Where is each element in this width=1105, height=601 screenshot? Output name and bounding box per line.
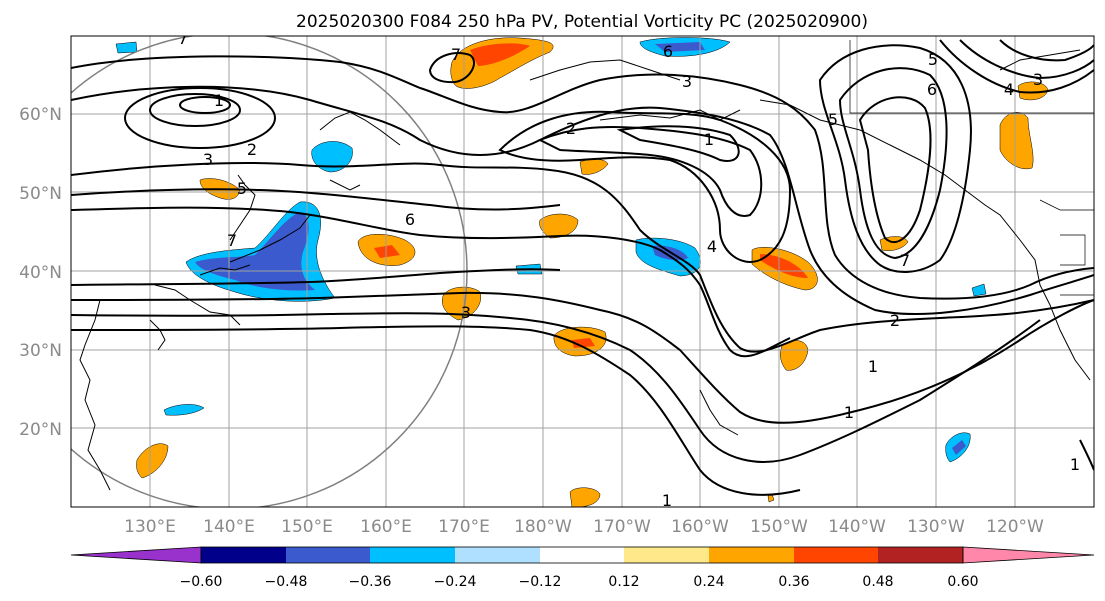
contour-label: 4 [1004, 80, 1014, 99]
colorbar-tick-label: −0.60 [180, 574, 223, 590]
lat-axis-labels: 60°N 50°N 40°N 30°N 20°N [19, 105, 62, 440]
contour-label: 6 [663, 42, 673, 61]
colorbar-tick-label: 0.48 [862, 574, 893, 590]
colorbar-tick-label: −0.36 [349, 574, 392, 590]
lon-label: 160°W [671, 517, 729, 537]
contour-label: 3 [203, 150, 213, 169]
colorbar-extend-max [962, 546, 1095, 564]
contour-label: 1 [704, 130, 714, 149]
colorbar-swatch [709, 547, 794, 563]
lon-label: 140°W [828, 517, 886, 537]
contour-label: 7 [178, 29, 188, 48]
map-panel: 1 2 3 5 6 7 3 7 2 6 3 1 4 5 2 1 1 7 6 5 [70, 29, 1095, 510]
colorbar-tick-label: 0.60 [947, 574, 978, 590]
contour-label: 2 [890, 311, 900, 330]
lat-label: 20°N [19, 420, 62, 440]
contour-label: 5 [828, 110, 838, 129]
lon-label: 160°E [360, 517, 412, 537]
colorbar-tick-label: −0.12 [519, 574, 562, 590]
gridlines [71, 36, 1094, 507]
borders [849, 40, 1094, 296]
colorbar-swatch [624, 547, 709, 563]
colorbar: −0.60 −0.48 −0.36 −0.24 −0.12 0.12 0.24 … [70, 546, 1095, 590]
figure-title: 2025020300 F084 250 hPa PV, Potential Vo… [296, 12, 868, 32]
colorbar-tick-labels: −0.60 −0.48 −0.36 −0.24 −0.12 0.12 0.24 … [180, 574, 979, 590]
contour-label: 1 [844, 403, 854, 422]
lon-label: 150°E [281, 517, 333, 537]
contour-label: 6 [405, 210, 415, 229]
lat-label: 30°N [19, 341, 62, 361]
contour-label: 1 [868, 357, 878, 376]
lon-label: 170°E [438, 517, 490, 537]
colorbar-swatch [286, 547, 370, 563]
colorbar-swatches [70, 546, 1095, 564]
contour-label: 3 [682, 72, 692, 91]
lat-label: 50°N [19, 184, 62, 204]
colorbar-swatch [455, 547, 540, 563]
contour-label: 6 [927, 80, 937, 99]
lon-label: 140°E [203, 517, 255, 537]
colorbar-tick-label: 0.36 [778, 574, 809, 590]
map-frame [70, 35, 1095, 508]
lat-label: 40°N [19, 263, 62, 283]
contour-label: 2 [247, 140, 257, 159]
contour-label: 5 [237, 179, 247, 198]
lon-label: 130°W [907, 517, 965, 537]
colorbar-swatch [201, 547, 286, 563]
contour-label: 1 [662, 491, 672, 510]
contour-label: 5 [928, 50, 938, 69]
lon-label: 120°W [986, 517, 1044, 537]
colorbar-swatch [794, 547, 878, 563]
contour-label: 1 [214, 91, 224, 110]
lon-axis-labels: 130°E 140°E 150°E 160°E 170°E 180°W 170°… [124, 517, 1044, 537]
colorbar-tick-label: 0.12 [608, 574, 639, 590]
colorbar-tick-label: −0.48 [265, 574, 308, 590]
lat-label: 60°N [19, 105, 62, 125]
contour-label: 3 [1033, 70, 1043, 89]
contour-label: 1 [1070, 455, 1080, 474]
contour-label: 2 [566, 119, 576, 138]
colorbar-swatch [878, 547, 963, 563]
lon-label: 150°W [750, 517, 808, 537]
contour-label: 7 [227, 231, 237, 250]
lon-label: 170°W [593, 517, 651, 537]
lon-label: 130°E [124, 517, 176, 537]
colorbar-tick-label: −0.24 [434, 574, 477, 590]
contour-labels: 1 2 3 5 6 7 3 7 2 6 3 1 4 5 2 1 1 7 6 5 [178, 29, 1080, 510]
colorbar-swatch [540, 547, 624, 563]
colorbar-tick-label: 0.24 [693, 574, 724, 590]
contour-label: 3 [461, 303, 471, 322]
pv-contours [71, 39, 1094, 496]
colorbar-frame [200, 546, 964, 564]
colorbar-swatch [370, 547, 455, 563]
colorbar-extend-min [70, 546, 202, 564]
lon-label: 180°W [514, 517, 572, 537]
contour-label: 7 [451, 45, 461, 64]
contour-label: 7 [900, 251, 910, 270]
contour-label: 4 [707, 237, 717, 256]
